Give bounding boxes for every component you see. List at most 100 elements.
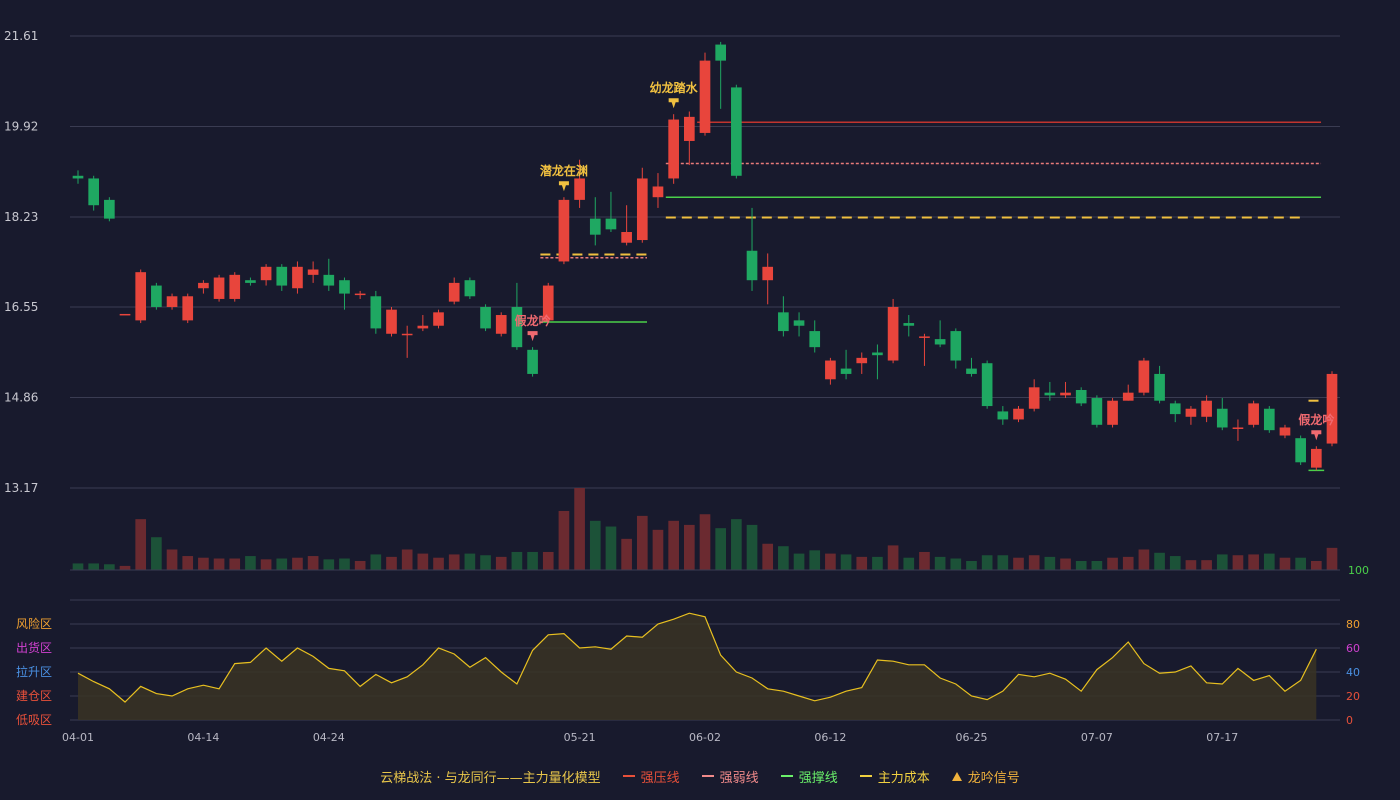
candle-body (715, 44, 727, 61)
candle-body (605, 218, 617, 230)
volume-bar (919, 551, 930, 570)
candle (88, 175, 100, 211)
candle (809, 320, 821, 353)
volume-bar (997, 555, 1009, 570)
volume-bar (480, 555, 491, 570)
candle-body (589, 218, 601, 235)
volume-bar (1122, 556, 1134, 570)
candle (448, 277, 460, 305)
candle-body (1169, 403, 1181, 415)
candle-body (72, 175, 84, 179)
candle (433, 309, 444, 329)
candle (1248, 400, 1259, 428)
volume-bar (683, 524, 695, 570)
signal-arrow-icon (527, 331, 538, 342)
volume-bar (856, 556, 868, 570)
candle (825, 357, 836, 385)
candle-body (825, 360, 836, 380)
candle-body (1310, 448, 1322, 468)
volume-bar (934, 556, 946, 570)
volume-bar (182, 556, 194, 570)
volume-bar (699, 514, 711, 570)
volume-bar (370, 554, 382, 570)
candle (1201, 395, 1212, 423)
date-tick-label: 07-17 (1206, 731, 1238, 744)
legend-item-signal: 龙吟信号 (951, 767, 1020, 786)
candle (1044, 381, 1056, 401)
candle-body (997, 411, 1009, 420)
legend-label: 强弱线 (719, 770, 759, 786)
volume-bar (1169, 556, 1181, 570)
candle (1122, 384, 1134, 401)
signal-arrow-icon (558, 181, 569, 192)
level-lines (540, 121, 1325, 472)
zone-label: 建仓区 (16, 689, 52, 703)
candle-body (636, 178, 648, 241)
candle (495, 312, 507, 337)
candle (119, 313, 131, 316)
candle-body (1201, 400, 1212, 417)
candle-body (1107, 400, 1118, 425)
candle-body (934, 339, 946, 345)
candle (840, 349, 852, 380)
candle (574, 159, 585, 208)
date-tick-label: 06-25 (955, 731, 987, 744)
price-tick-label: 21.61 (4, 29, 38, 43)
candle-body (182, 296, 194, 321)
legend-label: 主力成本 (877, 770, 930, 786)
volume-bar (589, 520, 601, 570)
osc-area (78, 613, 1317, 720)
date-tick-label: 06-12 (814, 731, 846, 744)
legend-label: 强撑线 (798, 770, 838, 786)
legend-item-resistance: 强压线 (622, 767, 680, 786)
volume-bar (966, 560, 977, 570)
candle-body (1122, 392, 1134, 401)
candle-body (1279, 427, 1291, 436)
osc-line (77, 612, 1317, 703)
candle (997, 406, 1009, 425)
osc-tick-label: 60 (1346, 642, 1360, 655)
volume-bar (1326, 547, 1338, 570)
signal-arrow-icon (1311, 430, 1322, 441)
candle (1075, 387, 1087, 407)
signal-label: 假龙吟 (1298, 412, 1334, 427)
volume-bar (1028, 555, 1040, 570)
candle (245, 277, 256, 286)
candle-body (1075, 389, 1087, 404)
candle (1295, 435, 1306, 465)
candle (1310, 446, 1322, 471)
candle (339, 277, 350, 310)
candle-body (511, 306, 523, 348)
volume-axis-label: 100 (1348, 564, 1369, 577)
legend-item-support: 强撑线 (780, 767, 838, 786)
legend-swatch-cost (859, 775, 872, 777)
date-tick-label: 06-02 (689, 731, 721, 744)
volume-bar (1232, 555, 1244, 570)
volume-bar (88, 563, 100, 570)
volume-bar (1185, 560, 1197, 570)
candle (542, 282, 554, 324)
candle-body (621, 232, 632, 243)
candle (276, 264, 288, 291)
candles-layer (72, 41, 1338, 471)
candle (872, 344, 883, 380)
candle-body (778, 312, 789, 332)
candle-body (339, 280, 350, 294)
candle (668, 114, 679, 184)
candle-body (417, 325, 429, 329)
volume-bar (903, 557, 915, 570)
candle-body (1154, 373, 1165, 401)
candle (292, 261, 303, 294)
candle-body (480, 306, 491, 329)
price-tick-label: 14.86 (4, 390, 38, 404)
candle (699, 52, 711, 136)
candle-body (104, 199, 115, 219)
candle-body (668, 119, 679, 179)
candle (323, 258, 335, 291)
legend-swatch-support (780, 775, 793, 777)
osc-tick-label: 0 (1346, 714, 1353, 727)
volume-bar (433, 557, 444, 570)
zone-label: 风险区 (16, 616, 52, 631)
candle-body (433, 312, 444, 326)
candle (903, 315, 915, 337)
